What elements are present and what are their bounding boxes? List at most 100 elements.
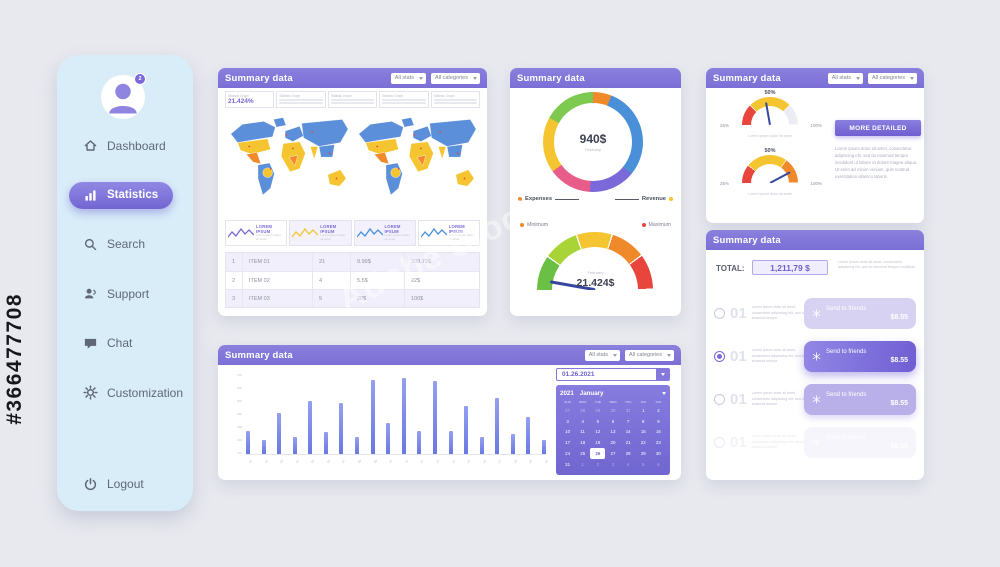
calendar-day[interactable]: 4 <box>581 418 584 424</box>
calendar-day[interactable]: 29 <box>640 451 646 457</box>
x-label: 17 <box>495 457 502 469</box>
calendar-day[interactable]: 26 <box>590 448 606 459</box>
calendar-day[interactable]: 12 <box>595 429 601 435</box>
radio-button[interactable] <box>714 351 725 362</box>
date-picker-toggle[interactable] <box>656 369 669 380</box>
x-label-text: 04 <box>294 459 300 465</box>
x-label: 16 <box>480 457 487 469</box>
calendar-day[interactable]: 8 <box>642 418 645 424</box>
send-to-friends-button[interactable]: Send to friends $8.55 <box>804 298 916 329</box>
calendar-day[interactable]: 23 <box>655 440 661 446</box>
sparkline-icon <box>355 225 383 241</box>
calendar-day[interactable]: 11 <box>580 429 585 435</box>
x-label-text: 02 <box>263 459 269 465</box>
calendar-day[interactable]: 14 <box>625 429 631 435</box>
calendar-day[interactable]: 20 <box>610 440 616 446</box>
categories-dropdown[interactable]: All categories <box>624 349 674 361</box>
calendar-day[interactable]: 22 <box>640 440 646 446</box>
sidebar-item-dashboard[interactable]: Dashboard <box>57 121 193 171</box>
stat-strip: Statistic Graph 21.424% Statistic Graph Sta… <box>225 91 481 108</box>
calendar-day[interactable]: 7 <box>626 418 630 424</box>
stats-dropdown[interactable]: All stats <box>584 349 620 361</box>
calendar-day[interactable]: 10 <box>565 429 571 435</box>
sidebar-item-customization[interactable]: Customization <box>57 368 193 418</box>
stat-box: Statistic Graph <box>276 91 326 108</box>
calendar-day[interactable]: 1 <box>642 407 645 413</box>
sidebar-item-statistics[interactable]: Statistics <box>69 181 173 209</box>
more-detailed-button[interactable]: MORE DETAILED <box>835 120 921 136</box>
calendar-day[interactable]: 27 <box>610 451 616 457</box>
calendar-day[interactable]: 25 <box>580 451 586 457</box>
stat-box-label: Statistic Graph <box>433 93 455 98</box>
total-note: Lorem ipsum dolor sit amet, consectetur … <box>838 260 916 270</box>
maximum-label-group: Maximum <box>641 222 671 228</box>
x-label-text: 16 <box>481 459 487 465</box>
placeholder-line <box>279 102 323 104</box>
calendar-day[interactable]: 31 <box>565 461 571 467</box>
radio-button[interactable] <box>714 394 725 405</box>
calendar-day[interactable]: 19 <box>595 440 601 446</box>
sidebar-item-chat[interactable]: Chat <box>57 319 193 369</box>
send-to-friends-button[interactable]: Send to friends $8.55 <box>804 341 916 372</box>
radio-button[interactable] <box>714 437 725 448</box>
send-to-friends-button[interactable]: Send to friends $8.55 <box>804 384 916 415</box>
calendar-day[interactable]: 2 <box>596 461 600 467</box>
sidebar-item-support[interactable]: Support <box>57 269 193 319</box>
sparkline-widget: LOREM IPSUM Lorem ipsum dolor sit amet <box>417 220 480 246</box>
date-picker-field[interactable]: 01.26.2021 <box>556 368 670 381</box>
x-label: 11 <box>402 457 409 469</box>
x-label-text: 01 <box>247 459 254 465</box>
categories-dropdown[interactable]: All categories <box>430 72 480 84</box>
calendar-day[interactable]: 1 <box>581 461 584 467</box>
bar <box>541 439 546 454</box>
calendar-day[interactable]: 31 <box>625 407 631 413</box>
calendar-header: 2021 January <box>560 388 666 399</box>
calendar-day[interactable]: 5 <box>596 418 600 424</box>
widget-caption: Lorem ipsum dolor sit amet <box>256 233 281 241</box>
calendar-day[interactable]: 3 <box>566 418 569 424</box>
calendar-day[interactable]: 2 <box>657 407 660 413</box>
calendar-day[interactable]: 30 <box>655 451 661 457</box>
calendar-day[interactable]: 17 <box>565 440 571 446</box>
calendar-day[interactable]: 5 <box>642 461 645 467</box>
calendar-day[interactable]: 3 <box>611 461 615 467</box>
speedometer-period: February <box>587 270 604 275</box>
x-label-text: 15 <box>466 459 472 465</box>
calendar-day[interactable]: 6 <box>611 418 615 424</box>
calendar-day[interactable]: 13 <box>610 429 616 435</box>
calendar-day[interactable]: 18 <box>580 440 586 446</box>
calendar-day[interactable]: 21 <box>625 440 631 446</box>
stat-box-label: Statistic Graph <box>228 93 249 98</box>
gauge-hole <box>751 106 789 125</box>
calendar-day[interactable]: 24 <box>565 451 571 457</box>
x-label: 09 <box>371 457 378 469</box>
y-axis-ticks: 700 600 500 400 300 200 100 <box>224 373 242 455</box>
sidebar-item-search[interactable]: Search <box>57 220 193 270</box>
donut-value: 940$ <box>579 132 607 146</box>
calendar-day[interactable]: 16 <box>655 429 661 435</box>
calendar-day[interactable]: 6 <box>657 461 660 467</box>
bar <box>495 397 500 454</box>
categories-dropdown[interactable]: All categories <box>867 72 917 84</box>
calendar-day[interactable]: 28 <box>580 407 586 413</box>
sidebar-item-logout[interactable]: Logout <box>57 469 193 499</box>
calendar-day[interactable]: 28 <box>625 451 631 457</box>
send-to-friends-button[interactable]: Send to friends $8.55 <box>804 427 916 458</box>
calendar-day[interactable]: 15 <box>640 429 646 435</box>
avatar[interactable]: 2 <box>101 73 146 119</box>
calendar-day[interactable]: 9 <box>657 418 660 424</box>
calendar-next-icon[interactable] <box>662 392 666 395</box>
calendar-day[interactable]: 29 <box>595 407 601 413</box>
card-header: Summary data All stats All categories <box>218 345 681 365</box>
radio-button[interactable] <box>714 308 725 319</box>
stats-dropdown[interactable]: All stats <box>390 72 426 84</box>
calendar-day[interactable]: 30 <box>610 407 616 413</box>
calendar-day[interactable]: 4 <box>626 461 630 467</box>
legend-expenses: Expenses <box>518 196 580 202</box>
y-tick: 400 <box>236 412 242 416</box>
calendar-day[interactable]: 27 <box>565 407 571 413</box>
widget-label: LOREM IPSUM <box>448 224 465 235</box>
stats-dropdown[interactable]: All stats <box>827 72 863 84</box>
y-tick: 300 <box>236 425 242 429</box>
gauge-arc-wrap <box>742 155 798 183</box>
